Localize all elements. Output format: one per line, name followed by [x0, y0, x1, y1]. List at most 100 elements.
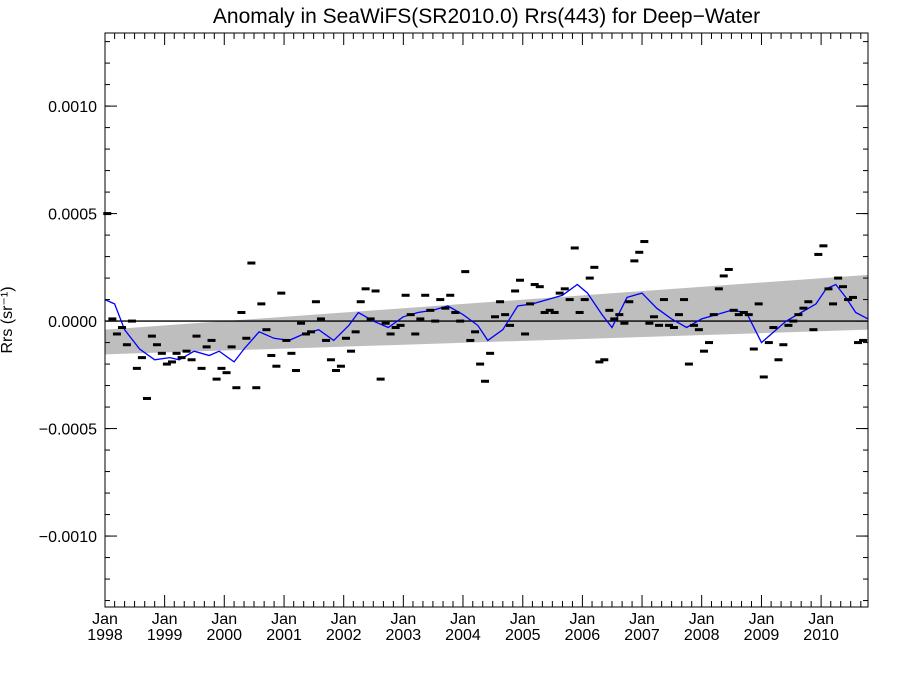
x-tick-year: 2006	[565, 627, 601, 644]
data-point	[356, 300, 365, 304]
data-point	[441, 306, 450, 310]
data-point	[839, 285, 848, 289]
x-tick-month: Jan	[331, 611, 357, 628]
data-point	[167, 360, 176, 364]
data-point	[640, 240, 649, 244]
data-point	[804, 300, 813, 304]
y-tick-label: −0.0010	[39, 529, 97, 546]
y-tick-label: 0.0005	[48, 207, 97, 224]
data-point	[630, 259, 639, 263]
data-point	[501, 313, 510, 317]
data-point	[511, 289, 520, 293]
data-point	[267, 353, 276, 357]
data-point	[476, 362, 485, 366]
y-tick-label: −0.0005	[39, 422, 97, 439]
data-point	[709, 313, 718, 317]
data-point	[848, 295, 857, 299]
data-point	[664, 323, 673, 327]
data-point	[859, 338, 868, 342]
data-point	[526, 302, 535, 306]
data-point	[322, 338, 331, 342]
data-point	[152, 343, 161, 347]
data-point	[242, 336, 251, 340]
x-tick-year: 2001	[266, 627, 302, 644]
data-point	[714, 287, 723, 291]
data-point	[819, 244, 828, 248]
data-point	[396, 323, 405, 327]
data-point	[411, 332, 420, 336]
data-point	[117, 326, 126, 330]
data-point	[227, 345, 236, 349]
x-tick-month: Jan	[570, 611, 596, 628]
data-point	[108, 317, 117, 321]
data-point	[794, 313, 803, 317]
data-point	[336, 364, 345, 368]
data-point	[207, 338, 216, 342]
data-point	[719, 274, 728, 278]
data-point	[187, 358, 196, 362]
data-point	[560, 287, 569, 291]
data-point	[371, 289, 380, 293]
data-point	[834, 276, 843, 280]
x-tick-month: Jan	[450, 611, 476, 628]
data-point	[436, 298, 445, 302]
x-tick-month: Jan	[629, 611, 655, 628]
data-point	[391, 326, 400, 330]
data-point	[699, 349, 708, 353]
data-point	[570, 246, 579, 250]
data-point	[809, 328, 818, 332]
data-point	[854, 341, 863, 345]
data-point	[351, 330, 360, 334]
data-point	[212, 377, 221, 381]
data-point	[307, 330, 316, 334]
data-point	[565, 298, 574, 302]
data-point	[585, 276, 594, 280]
data-point	[421, 293, 430, 297]
data-point	[291, 369, 300, 373]
data-point	[217, 366, 226, 370]
data-point	[122, 343, 131, 347]
data-point	[844, 298, 853, 302]
x-tick-month: Jan	[92, 611, 118, 628]
data-point	[829, 302, 838, 306]
data-point	[545, 308, 554, 312]
data-point	[615, 313, 624, 317]
x-tick-year: 2010	[803, 627, 839, 644]
x-tick-month: Jan	[152, 611, 178, 628]
data-point	[326, 358, 335, 362]
x-tick-year: 2005	[505, 627, 541, 644]
smooth-line	[104, 283, 869, 363]
data-point	[739, 310, 748, 314]
data-point	[506, 323, 515, 327]
data-point	[530, 283, 539, 287]
data-point	[456, 319, 465, 323]
data-point	[426, 308, 435, 312]
data-point	[605, 308, 614, 312]
data-point	[132, 366, 141, 370]
trend-band-layer	[105, 274, 868, 355]
data-point	[784, 323, 793, 327]
x-tick-year: 2007	[624, 627, 660, 644]
data-point	[490, 315, 499, 319]
data-point	[376, 377, 385, 381]
data-point	[252, 386, 261, 390]
data-point	[590, 265, 599, 269]
data-point	[341, 336, 350, 340]
plot-frame	[104, 32, 869, 608]
data-point	[401, 293, 410, 297]
data-point	[694, 328, 703, 332]
data-point	[635, 250, 644, 254]
data-point	[674, 313, 683, 317]
data-point	[127, 319, 136, 323]
data-point	[162, 362, 171, 366]
chart-title: Anomaly in SeaWiFS(SR2010.0) Rrs(443) fo…	[213, 5, 760, 28]
x-tick-month: Jan	[510, 611, 536, 628]
data-point	[406, 313, 415, 317]
data-point	[287, 351, 296, 355]
data-point	[486, 351, 495, 355]
data-point	[471, 330, 480, 334]
data-point	[659, 298, 668, 302]
data-point	[301, 332, 310, 336]
data-point	[649, 315, 658, 319]
